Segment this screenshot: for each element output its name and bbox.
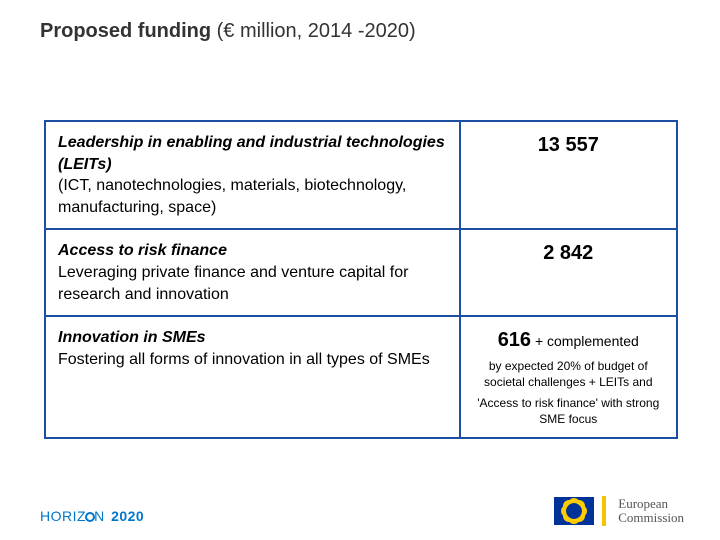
ec-text: European Commission — [618, 497, 684, 526]
row1-title: Leadership in enabling and industrial te… — [58, 132, 447, 175]
ec-divider — [602, 496, 606, 526]
row3-value-line: 616 + complemented — [473, 327, 664, 354]
european-commission-logo: European Commission — [554, 496, 684, 526]
horizon-word: HORIZ — [40, 508, 86, 524]
table-row: Access to risk finance Leveraging privat… — [45, 229, 677, 316]
row1-left: Leadership in enabling and industrial te… — [45, 121, 460, 229]
row3-right: 616 + complemented by expected 20% of bu… — [460, 316, 677, 438]
eu-flag-icon — [554, 497, 594, 525]
row2-value: 2 842 — [543, 242, 593, 264]
row3-desc: Fostering all forms of innovation in all… — [58, 349, 447, 371]
row3-value: 616 — [498, 329, 531, 351]
row2-right: 2 842 — [460, 229, 677, 316]
table-row: Innovation in SMEs Fostering all forms o… — [45, 316, 677, 438]
row2-left: Access to risk finance Leveraging privat… — [45, 229, 460, 316]
row3-left: Innovation in SMEs Fostering all forms o… — [45, 316, 460, 438]
ec-line1: European — [618, 497, 684, 511]
row1-desc: (ICT, nanotechnologies, materials, biote… — [58, 175, 447, 218]
row3-compl: + complemented — [531, 333, 639, 349]
title-bold: Proposed funding — [40, 20, 211, 42]
row1-value: 13 557 — [538, 134, 599, 156]
horizon-o-icon — [85, 512, 95, 522]
title-rest: (€ million, 2014 -2020) — [211, 20, 416, 42]
footer: HORIZ N 2020 European Commission — [0, 488, 720, 528]
table-row: Leadership in enabling and industrial te… — [45, 121, 677, 229]
row3-note1: by expected 20% of budget of societal ch… — [473, 358, 664, 390]
horizon-year: 2020 — [111, 508, 144, 524]
row2-title: Access to risk finance — [58, 240, 447, 262]
row2-desc: Leveraging private finance and venture c… — [58, 262, 447, 305]
row3-note2: 'Access to risk finance' with strong SME… — [473, 395, 664, 427]
funding-table: Leadership in enabling and industrial te… — [44, 120, 678, 439]
row1-right: 13 557 — [460, 121, 677, 229]
ec-line2: Commission — [618, 511, 684, 525]
horizon-2020-logo: HORIZ N 2020 — [40, 508, 144, 524]
row3-title: Innovation in SMEs — [58, 327, 447, 349]
page-title: Proposed funding (€ million, 2014 -2020) — [40, 20, 416, 43]
horizon-suffix: N — [94, 508, 105, 524]
